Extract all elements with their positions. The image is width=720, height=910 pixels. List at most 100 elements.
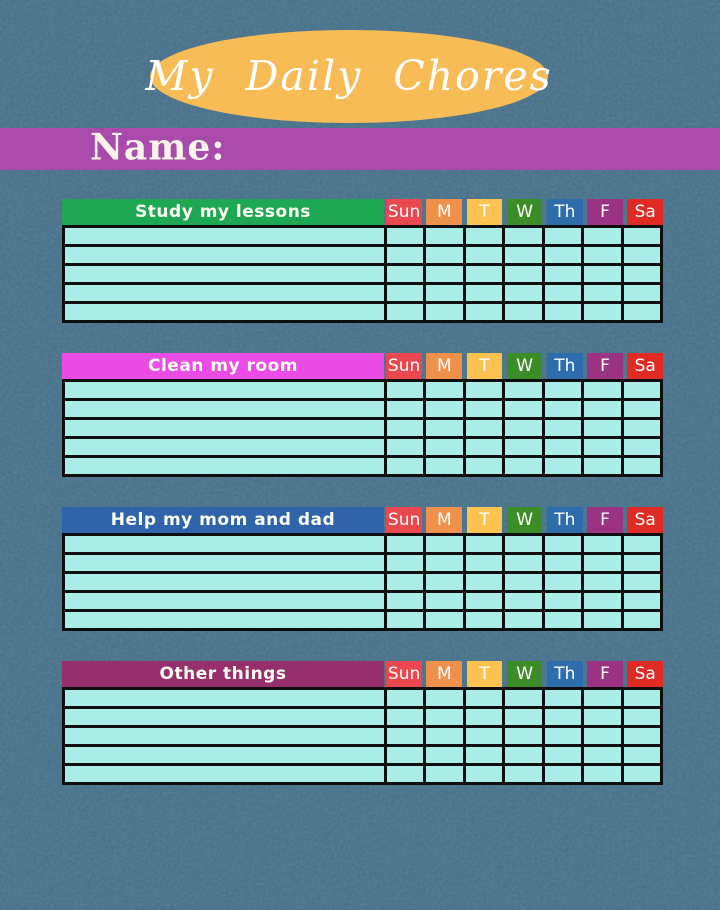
day-check-cell[interactable] [462,436,506,458]
day-check-cell[interactable] [423,379,466,401]
day-check-cell[interactable] [620,455,664,477]
day-check-cell[interactable] [502,571,545,593]
day-check-cell[interactable] [502,455,545,477]
day-check-cell[interactable] [383,436,427,458]
day-check-cell[interactable] [462,763,506,785]
day-check-cell[interactable] [502,244,545,266]
day-check-cell[interactable] [502,282,545,304]
name-write-area[interactable] [230,128,710,170]
day-check-cell[interactable] [541,763,585,785]
day-check-cell[interactable] [462,455,506,477]
day-check-cell[interactable] [620,706,664,728]
day-check-cell[interactable] [581,436,624,458]
day-check-cell[interactable] [581,379,624,401]
day-check-cell[interactable] [462,533,506,555]
day-check-cell[interactable] [620,571,664,593]
day-check-cell[interactable] [423,687,466,709]
chore-name-cell[interactable] [62,763,387,785]
day-check-cell[interactable] [581,763,624,785]
day-check-cell[interactable] [620,436,664,458]
day-check-cell[interactable] [541,417,585,439]
chore-name-cell[interactable] [62,244,387,266]
day-check-cell[interactable] [581,417,624,439]
day-check-cell[interactable] [541,282,585,304]
day-check-cell[interactable] [581,590,624,612]
chore-name-cell[interactable] [62,552,387,574]
chore-name-cell[interactable] [62,417,387,439]
day-check-cell[interactable] [462,744,506,766]
day-check-cell[interactable] [423,609,466,631]
day-check-cell[interactable] [383,282,427,304]
day-check-cell[interactable] [541,398,585,420]
chore-name-cell[interactable] [62,455,387,477]
day-check-cell[interactable] [581,244,624,266]
day-check-cell[interactable] [502,533,545,555]
day-check-cell[interactable] [423,225,466,247]
day-check-cell[interactable] [423,590,466,612]
day-check-cell[interactable] [620,725,664,747]
day-check-cell[interactable] [383,609,427,631]
day-check-cell[interactable] [541,436,585,458]
day-check-cell[interactable] [581,282,624,304]
day-check-cell[interactable] [462,571,506,593]
day-check-cell[interactable] [423,552,466,574]
day-check-cell[interactable] [383,417,427,439]
day-check-cell[interactable] [502,379,545,401]
day-check-cell[interactable] [620,687,664,709]
day-check-cell[interactable] [423,706,466,728]
day-check-cell[interactable] [502,763,545,785]
day-check-cell[interactable] [383,379,427,401]
day-check-cell[interactable] [581,398,624,420]
day-check-cell[interactable] [620,552,664,574]
day-check-cell[interactable] [383,706,427,728]
day-check-cell[interactable] [502,590,545,612]
day-check-cell[interactable] [581,455,624,477]
day-check-cell[interactable] [541,244,585,266]
day-check-cell[interactable] [462,552,506,574]
day-check-cell[interactable] [541,590,585,612]
chore-name-cell[interactable] [62,609,387,631]
day-check-cell[interactable] [462,244,506,266]
day-check-cell[interactable] [502,706,545,728]
day-check-cell[interactable] [462,687,506,709]
day-check-cell[interactable] [383,225,427,247]
day-check-cell[interactable] [423,301,466,323]
day-check-cell[interactable] [620,282,664,304]
day-check-cell[interactable] [541,263,585,285]
day-check-cell[interactable] [423,455,466,477]
day-check-cell[interactable] [502,301,545,323]
chore-name-cell[interactable] [62,225,387,247]
day-check-cell[interactable] [383,571,427,593]
day-check-cell[interactable] [581,706,624,728]
day-check-cell[interactable] [383,244,427,266]
day-check-cell[interactable] [541,609,585,631]
day-check-cell[interactable] [462,282,506,304]
day-check-cell[interactable] [462,725,506,747]
day-check-cell[interactable] [581,744,624,766]
day-check-cell[interactable] [383,687,427,709]
day-check-cell[interactable] [423,725,466,747]
day-check-cell[interactable] [502,609,545,631]
chore-name-cell[interactable] [62,263,387,285]
chore-name-cell[interactable] [62,282,387,304]
day-check-cell[interactable] [423,398,466,420]
day-check-cell[interactable] [581,533,624,555]
day-check-cell[interactable] [620,398,664,420]
day-check-cell[interactable] [423,263,466,285]
chore-name-cell[interactable] [62,744,387,766]
day-check-cell[interactable] [620,263,664,285]
day-check-cell[interactable] [541,533,585,555]
day-check-cell[interactable] [541,571,585,593]
day-check-cell[interactable] [462,379,506,401]
day-check-cell[interactable] [383,301,427,323]
day-check-cell[interactable] [541,225,585,247]
day-check-cell[interactable] [581,571,624,593]
chore-name-cell[interactable] [62,687,387,709]
day-check-cell[interactable] [502,263,545,285]
day-check-cell[interactable] [502,687,545,709]
day-check-cell[interactable] [581,609,624,631]
day-check-cell[interactable] [383,725,427,747]
day-check-cell[interactable] [541,687,585,709]
chore-name-cell[interactable] [62,706,387,728]
day-check-cell[interactable] [581,725,624,747]
